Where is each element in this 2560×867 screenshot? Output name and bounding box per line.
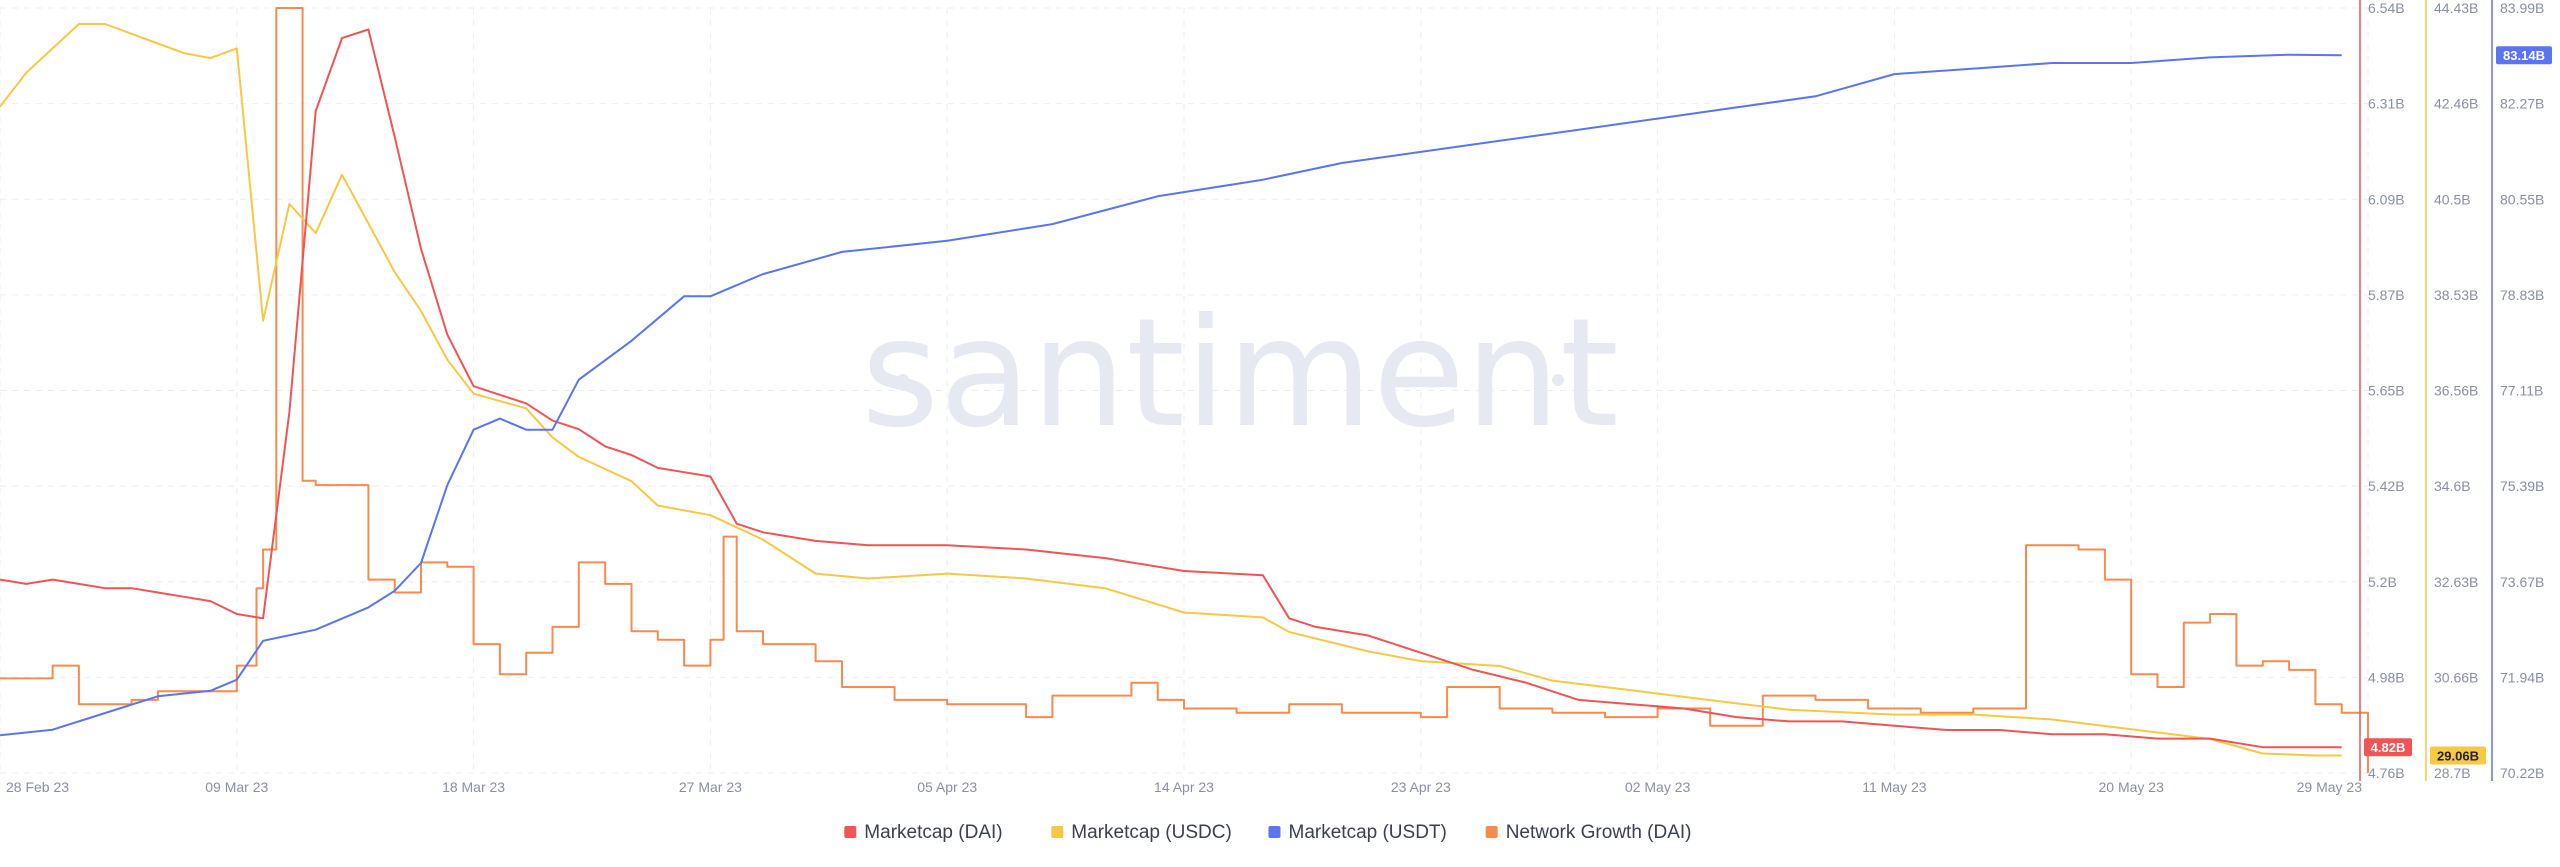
y-tick-label-usdc: 32.63B [2434,574,2478,590]
y-tick-label-usdc: 38.53B [2434,287,2478,303]
legend-swatch [1268,826,1281,838]
current-value-badge-usdt: 83.14B [2496,46,2552,65]
x-tick-label: 27 Mar 23 [679,779,742,795]
y-tick-label-dai: 5.2B [2368,574,2397,590]
legend-item[interactable]: Network Growth (DAI) [1485,822,1692,843]
series-lines [0,7,2369,773]
y-tick-label-dai: 4.98B [2368,669,2405,685]
y-tick-label-usdt: 78.83B [2500,287,2544,303]
y-tick-label-usdt: 71.94B [2500,669,2544,685]
y-tick-label-usdc: 28.7B [2434,765,2471,781]
x-tick-label: 18 Mar 23 [442,779,505,795]
y-tick-label-dai: 6.31B [2368,96,2405,112]
y-tick-label-usdc: 40.5B [2434,191,2471,207]
x-tick-label: 20 May 23 [2099,779,2165,795]
y-axes: 6.54B 6.31B 6.09B 5.87B 5.65B 5.42B 5.2B 4.98B 4… [2359,0,2544,781]
y-tick-label-usdc: 36.56B [2434,383,2478,399]
y-tick-label-usdc: 42.46B [2434,96,2478,112]
legend-label: Marketcap (USDC) [1071,822,1231,843]
legend-swatch [844,826,857,838]
x-tick-label: 23 Apr 23 [1391,779,1451,795]
grid-lines [0,7,2369,774]
y-tick-label-dai: 6.09B [2368,191,2405,207]
legend-item[interactable]: Marketcap (USDC) [1051,822,1232,843]
series-line-marketcap-usdc [0,23,2342,757]
legend-swatch [1485,826,1498,838]
legend-item[interactable]: Marketcap (DAI) [844,822,1003,843]
x-tick-label: 11 May 23 [1862,779,1927,795]
series-line-marketcap-usdt [0,53,2342,737]
y-tick-label-usdt: 75.39B [2500,478,2544,494]
santiment-watermark: santiment [861,287,1619,461]
y-tick-label-dai: 4.76B [2368,765,2405,781]
x-tick-label: 28 Feb 23 [6,779,69,795]
y-tick-label-usdt: 83.99B [2500,0,2544,16]
legend-label: Marketcap (DAI) [864,822,1002,843]
y-tick-label-usdc: 30.66B [2434,669,2478,685]
y-tick-label-dai: 5.42B [2368,478,2405,494]
current-value-badge-dai: 4.82B [2364,738,2412,757]
y-tick-label-usdt: 82.27B [2500,96,2544,112]
y-tick-label-dai: 5.65B [2368,383,2405,399]
x-tick-label: 05 Apr 23 [917,779,977,795]
series-line-network-growth-dai [0,7,2369,773]
y-tick-label-usdt: 73.67B [2500,574,2544,590]
y-tick-label-usdt: 80.55B [2500,191,2544,207]
y-tick-label-dai: 6.54B [2368,0,2405,16]
watermark-dot-left [897,374,909,386]
legend-label: Marketcap (USDT) [1289,822,1447,843]
y-tick-label-usdc: 34.6B [2434,478,2471,494]
series-line-marketcap-dai [0,28,2342,749]
y-tick-label-usdt: 70.22B [2500,765,2544,781]
current-value-badge-label: 4.82B [2371,740,2406,755]
legend-swatch [1051,826,1064,838]
y-tick-label-dai: 5.87B [2368,287,2405,303]
legend: Marketcap (DAI) Marketcap (USDC) Marketcap… [844,822,1692,843]
x-tick-label: 09 Mar 23 [205,779,268,795]
current-value-badges: 4.82B 29.06B 83.14B [2364,46,2552,765]
x-tick-label: 14 Apr 23 [1154,779,1214,795]
legend-label: Network Growth (DAI) [1506,822,1692,843]
watermark-dot-right [1552,374,1564,386]
x-axis: 28 Feb 23 09 Mar 23 18 Mar 23 27 Mar 23 05 A… [6,779,2362,795]
x-tick-label: 29 May 23 [2297,779,2363,795]
y-tick-label-usdc: 44.43B [2434,0,2478,16]
y-tick-label-usdt: 77.11B [2500,383,2543,399]
current-value-badge-label: 83.14B [2503,48,2545,63]
current-value-badge-label: 29.06B [2437,748,2479,763]
current-value-badge-usdc: 29.06B [2430,746,2486,765]
x-tick-label: 02 May 23 [1625,779,1691,795]
legend-item[interactable]: Marketcap (USDT) [1268,822,1447,843]
